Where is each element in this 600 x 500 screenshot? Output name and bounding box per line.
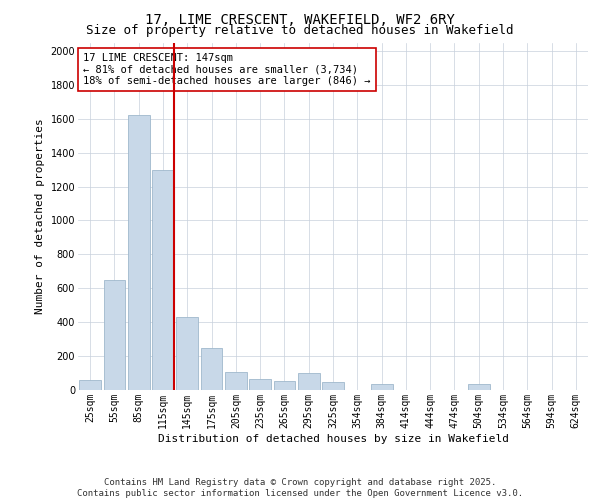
Bar [152,170,174,390]
Bar [468,384,490,390]
Text: Size of property relative to detached houses in Wakefield: Size of property relative to detached ho… [86,24,514,37]
Bar [104,280,125,390]
Bar [128,114,149,390]
Text: Contains HM Land Registry data © Crown copyright and database right 2025.
Contai: Contains HM Land Registry data © Crown c… [77,478,523,498]
Text: 17 LIME CRESCENT: 147sqm
← 81% of detached houses are smaller (3,734)
18% of sem: 17 LIME CRESCENT: 147sqm ← 81% of detach… [83,53,371,86]
Y-axis label: Number of detached properties: Number of detached properties [35,118,45,314]
Bar [298,373,320,390]
Bar [79,380,101,390]
Bar [274,380,295,390]
Bar [176,317,198,390]
Text: 17, LIME CRESCENT, WAKEFIELD, WF2 6RY: 17, LIME CRESCENT, WAKEFIELD, WF2 6RY [145,12,455,26]
Bar [322,382,344,390]
X-axis label: Distribution of detached houses by size in Wakefield: Distribution of detached houses by size … [157,434,509,444]
Bar [225,372,247,390]
Bar [249,379,271,390]
Bar [371,384,392,390]
Bar [200,348,223,390]
